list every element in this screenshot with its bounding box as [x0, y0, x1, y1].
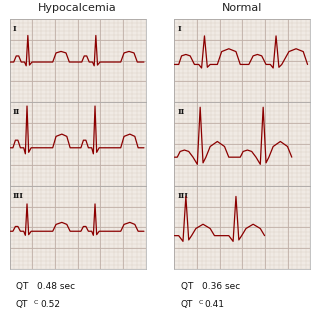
Text: QT   0.48 sec: QT 0.48 sec: [16, 282, 75, 291]
Text: 0.41: 0.41: [205, 300, 225, 310]
Text: II: II: [12, 108, 20, 116]
Text: II: II: [177, 108, 184, 116]
Text: C: C: [34, 300, 38, 305]
Text: QT: QT: [16, 300, 28, 310]
Text: I: I: [12, 25, 16, 33]
Text: Hypocalcemia: Hypocalcemia: [38, 3, 117, 13]
Text: I: I: [177, 25, 181, 33]
Text: C: C: [198, 300, 203, 305]
Text: Normal: Normal: [222, 3, 263, 13]
Text: QT   0.36 sec: QT 0.36 sec: [181, 282, 240, 291]
Text: QT: QT: [181, 300, 193, 310]
Text: III: III: [177, 192, 188, 200]
Text: III: III: [12, 192, 23, 200]
Text: 0.52: 0.52: [40, 300, 60, 310]
